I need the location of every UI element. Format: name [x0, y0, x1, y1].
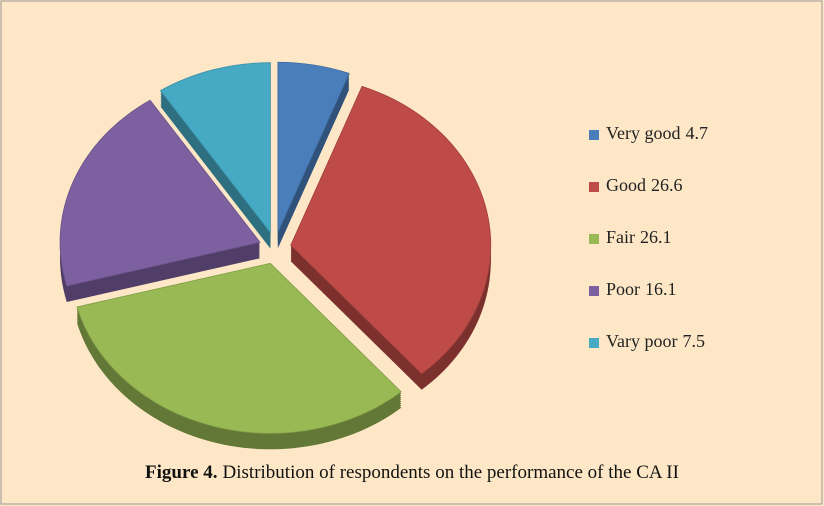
legend-entry: Very good 4.7 [606, 123, 708, 143]
legend-value: 26.6 [651, 175, 683, 195]
slice [159, 62, 271, 234]
pie [59, 61, 492, 450]
slice [59, 99, 261, 287]
legend-entry: Fair 26.1 [606, 227, 672, 247]
legend-label: Very good [606, 123, 681, 143]
legend-label: Fair [606, 227, 635, 247]
legend-swatch [589, 338, 599, 348]
caption-text: Distribution of respondents on the perfo… [223, 462, 679, 483]
legend-entry: Vary poor 7.5 [606, 331, 705, 351]
legend-label: Good [606, 175, 646, 195]
legend-value: 16.1 [645, 279, 677, 299]
legend-swatch [589, 130, 599, 140]
caption-label: Figure 4. [145, 462, 217, 483]
legend: Very good 4.7 Good 26.6 Fair 26.1 Poor 16.1 Vary… [589, 123, 708, 351]
legend-entry: Poor 16.1 [606, 279, 677, 299]
legend-label: Vary poor [606, 331, 677, 351]
legend-value: 7.5 [682, 331, 705, 351]
slice [76, 262, 402, 434]
caption: Figure 4. Distribution of respondents on … [145, 462, 679, 483]
legend-value: 4.7 [686, 123, 709, 143]
legend-swatch [589, 234, 599, 244]
legend-swatch [589, 182, 599, 192]
slice [277, 61, 350, 233]
legend-swatch [589, 286, 599, 296]
legend-entry: Good 26.6 [606, 175, 683, 195]
legend-label: Poor [606, 279, 640, 299]
slice [290, 85, 492, 375]
legend-value: 26.1 [640, 227, 672, 247]
